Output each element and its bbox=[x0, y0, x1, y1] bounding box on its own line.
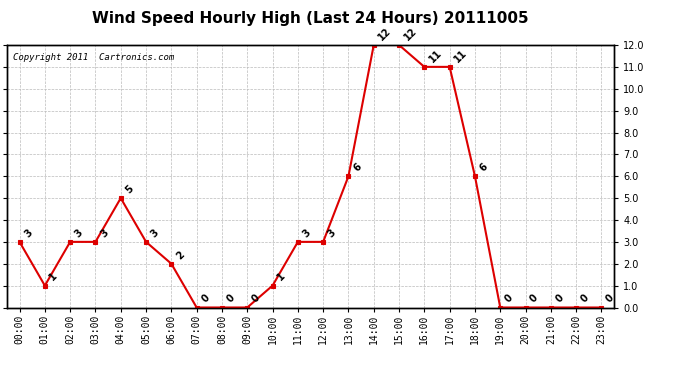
Text: 3: 3 bbox=[73, 227, 85, 239]
Text: 12: 12 bbox=[402, 26, 418, 42]
Text: 1: 1 bbox=[48, 271, 59, 283]
Text: 0: 0 bbox=[579, 293, 591, 305]
Text: 12: 12 bbox=[377, 26, 393, 42]
Text: 11: 11 bbox=[427, 48, 444, 64]
Text: Copyright 2011  Cartronics.com: Copyright 2011 Cartronics.com bbox=[13, 53, 174, 62]
Text: 6: 6 bbox=[351, 162, 363, 174]
Text: 0: 0 bbox=[225, 293, 237, 305]
Text: 2: 2 bbox=[174, 249, 186, 261]
Text: 0: 0 bbox=[199, 293, 211, 305]
Text: 0: 0 bbox=[250, 293, 262, 305]
Text: 11: 11 bbox=[453, 48, 469, 64]
Text: 3: 3 bbox=[326, 227, 338, 239]
Text: 0: 0 bbox=[604, 293, 616, 305]
Text: 1: 1 bbox=[275, 271, 287, 283]
Text: Wind Speed Hourly High (Last 24 Hours) 20111005: Wind Speed Hourly High (Last 24 Hours) 2… bbox=[92, 11, 529, 26]
Text: 3: 3 bbox=[22, 227, 34, 239]
Text: 0: 0 bbox=[529, 293, 540, 305]
Text: 0: 0 bbox=[553, 293, 566, 305]
Text: 3: 3 bbox=[149, 227, 161, 239]
Text: 3: 3 bbox=[301, 227, 313, 239]
Text: 0: 0 bbox=[503, 293, 515, 305]
Text: 6: 6 bbox=[477, 162, 490, 174]
Text: 3: 3 bbox=[98, 227, 110, 239]
Text: 5: 5 bbox=[124, 183, 135, 195]
